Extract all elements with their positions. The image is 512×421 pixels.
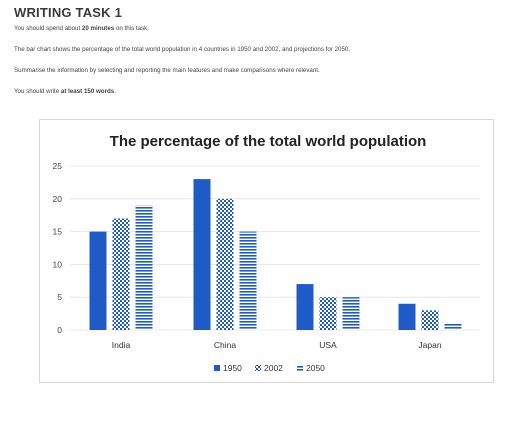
y-tick-label: 10: [53, 259, 63, 269]
bar-japan-1950: [398, 303, 416, 330]
task-description: The bar chart shows the percentage of th…: [14, 46, 351, 53]
bar-china-2050: [239, 231, 257, 330]
legend-label-2050: 2050: [306, 363, 325, 373]
legend-swatch-1950: [214, 365, 220, 371]
bar-japan-2002: [421, 310, 439, 330]
chart-title: The percentage of the total world popula…: [110, 133, 427, 150]
y-tick-label: 25: [53, 161, 63, 171]
bar-china-2002: [216, 198, 234, 330]
legend-label-1950: 1950: [223, 363, 242, 373]
x-tick-label: India: [112, 340, 131, 350]
legend-swatch-2050: [297, 365, 303, 371]
task-instruction: Summarise the information by selecting a…: [14, 67, 320, 74]
legend-label-2002: 2002: [264, 363, 283, 373]
bar-india-1950: [89, 231, 107, 330]
x-tick-label: USA: [319, 340, 337, 350]
task-title: WRITING TASK 1: [14, 5, 122, 20]
x-tick-label: Japan: [418, 340, 441, 350]
y-tick-label: 20: [53, 194, 63, 204]
bar-japan-2050: [444, 323, 462, 330]
task-word-count: You should write at least 150 words.: [14, 88, 116, 95]
x-tick-label: China: [214, 340, 236, 350]
y-tick-label: 15: [53, 227, 63, 237]
y-tick-label: 0: [57, 325, 62, 335]
y-tick-label: 5: [57, 292, 62, 302]
legend-swatch-2002: [255, 365, 261, 371]
bar-usa-2002: [319, 297, 337, 330]
bar-usa-2050: [342, 297, 360, 330]
bar-china-1950: [193, 179, 211, 330]
bar-india-2002: [112, 218, 130, 330]
bar-usa-1950: [296, 284, 314, 330]
task-time-instruction: You should spend about 20 minutes on thi…: [14, 25, 149, 32]
bar-india-2050: [135, 205, 153, 330]
